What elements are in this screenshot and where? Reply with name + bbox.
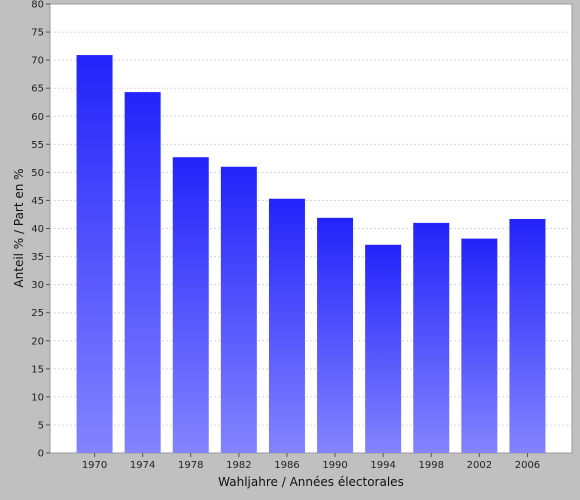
bar-1986 <box>268 198 305 453</box>
x-tick-label-1978: 1978 <box>178 460 203 471</box>
bar-1998 <box>413 222 450 453</box>
x-axis-title: Wahljahre / Années électorales <box>218 475 404 489</box>
x-tick-label-1982: 1982 <box>226 460 251 471</box>
x-axis-ticks: 1970 1974 1978 1982 1986 1990 1994 1998 2002 2006 <box>82 453 540 471</box>
x-tick-label-1990: 1990 <box>322 460 347 471</box>
bars <box>76 55 546 454</box>
bar-1970 <box>76 55 113 453</box>
x-tick-label-1986: 1986 <box>274 460 299 471</box>
x-tick-label-1994: 1994 <box>370 460 395 471</box>
bar-1978 <box>172 157 209 453</box>
y-axis-ticks: 0 5 10 15 20 25 30 35 40 45 50 55 60 65 70 75 80 <box>31 0 50 460</box>
y-tick-label: 40 <box>31 224 44 235</box>
x-tick-label-2006: 2006 <box>515 460 540 471</box>
y-tick-label: 55 <box>31 140 44 151</box>
bar-1994 <box>365 244 402 453</box>
grid-lines <box>50 31 572 426</box>
bar-2002 <box>461 238 498 453</box>
y-tick-label: 0 <box>38 449 44 460</box>
y-tick-label: 45 <box>31 196 44 207</box>
y-tick-label: 50 <box>31 168 44 179</box>
y-tick-label: 60 <box>31 112 44 123</box>
y-tick-label: 80 <box>31 0 44 11</box>
y-tick-label: 25 <box>31 308 44 319</box>
y-tick-label: 35 <box>31 252 44 263</box>
y-tick-label: 30 <box>31 280 44 291</box>
x-tick-label-1970: 1970 <box>82 460 107 471</box>
bar-2006 <box>509 218 546 453</box>
y-tick-label: 75 <box>31 28 44 39</box>
y-tick-label: 70 <box>31 56 44 67</box>
y-tick-label: 10 <box>31 392 44 403</box>
y-axis-title: Anteil % / Part en % <box>12 168 26 287</box>
y-tick-label: 65 <box>31 84 44 95</box>
bar-1990 <box>317 217 354 453</box>
bar-1974 <box>124 92 161 454</box>
x-tick-label-2002: 2002 <box>467 460 492 471</box>
y-tick-label: 15 <box>31 364 44 375</box>
y-tick-label: 20 <box>31 336 44 347</box>
bar-1982 <box>220 166 257 453</box>
x-tick-label-1998: 1998 <box>419 460 444 471</box>
y-tick-label: 5 <box>38 420 44 431</box>
x-tick-label-1974: 1974 <box>130 460 155 471</box>
